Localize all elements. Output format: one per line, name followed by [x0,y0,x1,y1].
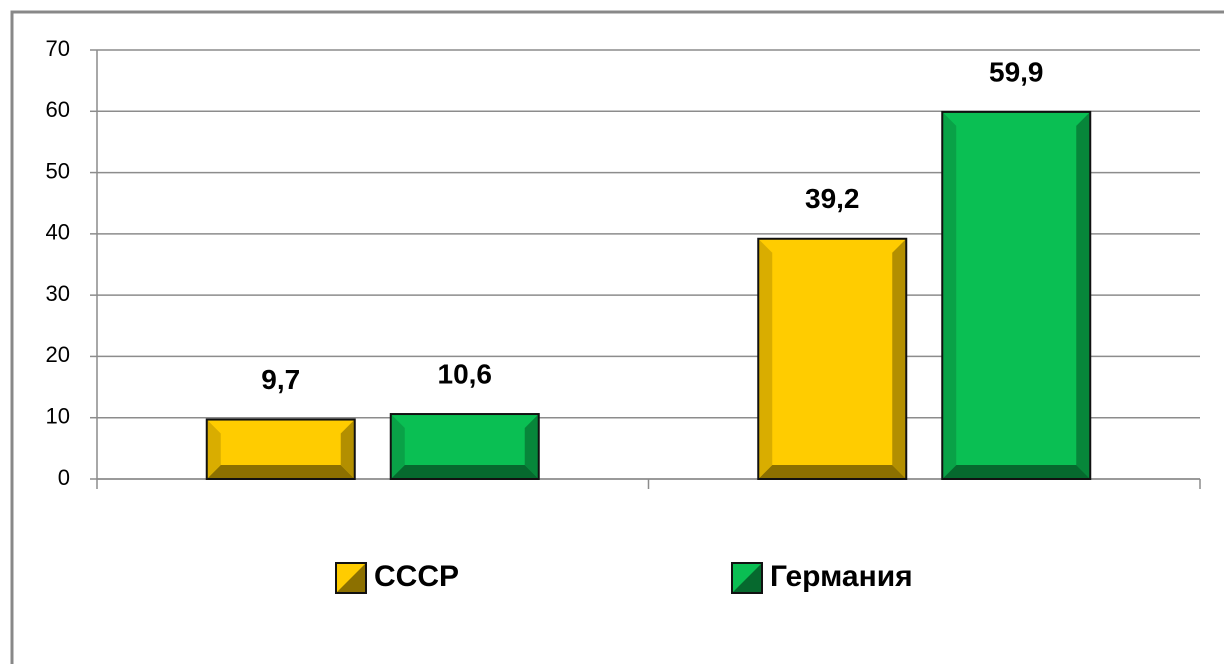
y-tick-label: 70 [46,36,70,61]
bar-outline [941,110,1092,481]
legend-label: Германия [770,560,913,593]
value-label: 9,7 [261,364,300,395]
y-tick-label: 30 [46,281,70,306]
bar-bevel [390,465,539,479]
bar-bevel [758,465,907,479]
bar-bevel [942,465,1091,479]
bar-bevel [390,414,405,479]
y-tick-label: 60 [46,97,70,122]
bar-outline [389,413,540,480]
bar-bevel [524,414,539,479]
bar-bevel [942,111,957,480]
y-tick-label: 40 [46,220,70,245]
value-label: 39,2 [805,183,860,214]
y-tick-label: 20 [46,342,70,367]
bar [758,238,907,479]
bar-outline [757,237,908,480]
value-label: 10,6 [438,358,493,389]
bar-bevel [340,419,355,479]
y-tick-label: 50 [46,158,70,183]
y-tick-label: 0 [58,465,70,490]
bar-bevel [1076,111,1091,480]
y-tick-label: 10 [46,404,70,429]
value-label: 59,9 [989,56,1044,87]
legend-label: СССР [374,560,459,593]
bar-bevel [206,465,355,479]
bar-bevel [206,419,221,479]
bar-outline [205,418,356,480]
bar-bevel [758,238,773,479]
legend-swatch-bevel [733,564,761,592]
bar-bevel [892,238,907,479]
bar [942,111,1091,480]
legend-swatch-bevel [337,564,365,592]
